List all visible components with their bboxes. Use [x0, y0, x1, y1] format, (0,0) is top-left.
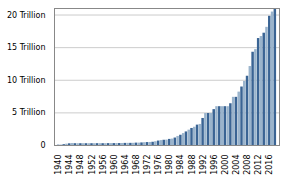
svg-text:15 Trillion: 15 Trillion — [7, 43, 46, 52]
svg-text:2000: 2000 — [221, 155, 230, 175]
svg-text:2008: 2008 — [243, 155, 252, 175]
svg-text:1976: 1976 — [154, 155, 163, 175]
svg-text:1972: 1972 — [143, 155, 152, 175]
svg-text:1964: 1964 — [121, 155, 130, 175]
svg-text:1992: 1992 — [199, 155, 208, 175]
svg-text:1996: 1996 — [210, 155, 219, 175]
svg-text:1952: 1952 — [88, 155, 97, 175]
svg-text:2012: 2012 — [254, 155, 263, 175]
svg-text:1984: 1984 — [176, 155, 185, 175]
svg-text:1980: 1980 — [165, 155, 174, 175]
svg-text:1968: 1968 — [132, 155, 141, 175]
svg-text:1960: 1960 — [110, 155, 119, 175]
svg-text:1944: 1944 — [65, 155, 74, 175]
svg-text:1956: 1956 — [99, 155, 108, 175]
svg-text:0: 0 — [40, 141, 45, 150]
svg-text:2016: 2016 — [265, 155, 274, 175]
svg-text:20 Trillion: 20 Trillion — [7, 11, 46, 20]
svg-text:1940: 1940 — [54, 155, 63, 175]
svg-text:2004: 2004 — [232, 155, 241, 175]
svg-text:1948: 1948 — [76, 155, 85, 175]
svg-text:1988: 1988 — [188, 155, 197, 175]
svg-text:5 Trillion: 5 Trillion — [12, 108, 46, 117]
svg-text:10 Trillion: 10 Trillion — [7, 76, 46, 85]
